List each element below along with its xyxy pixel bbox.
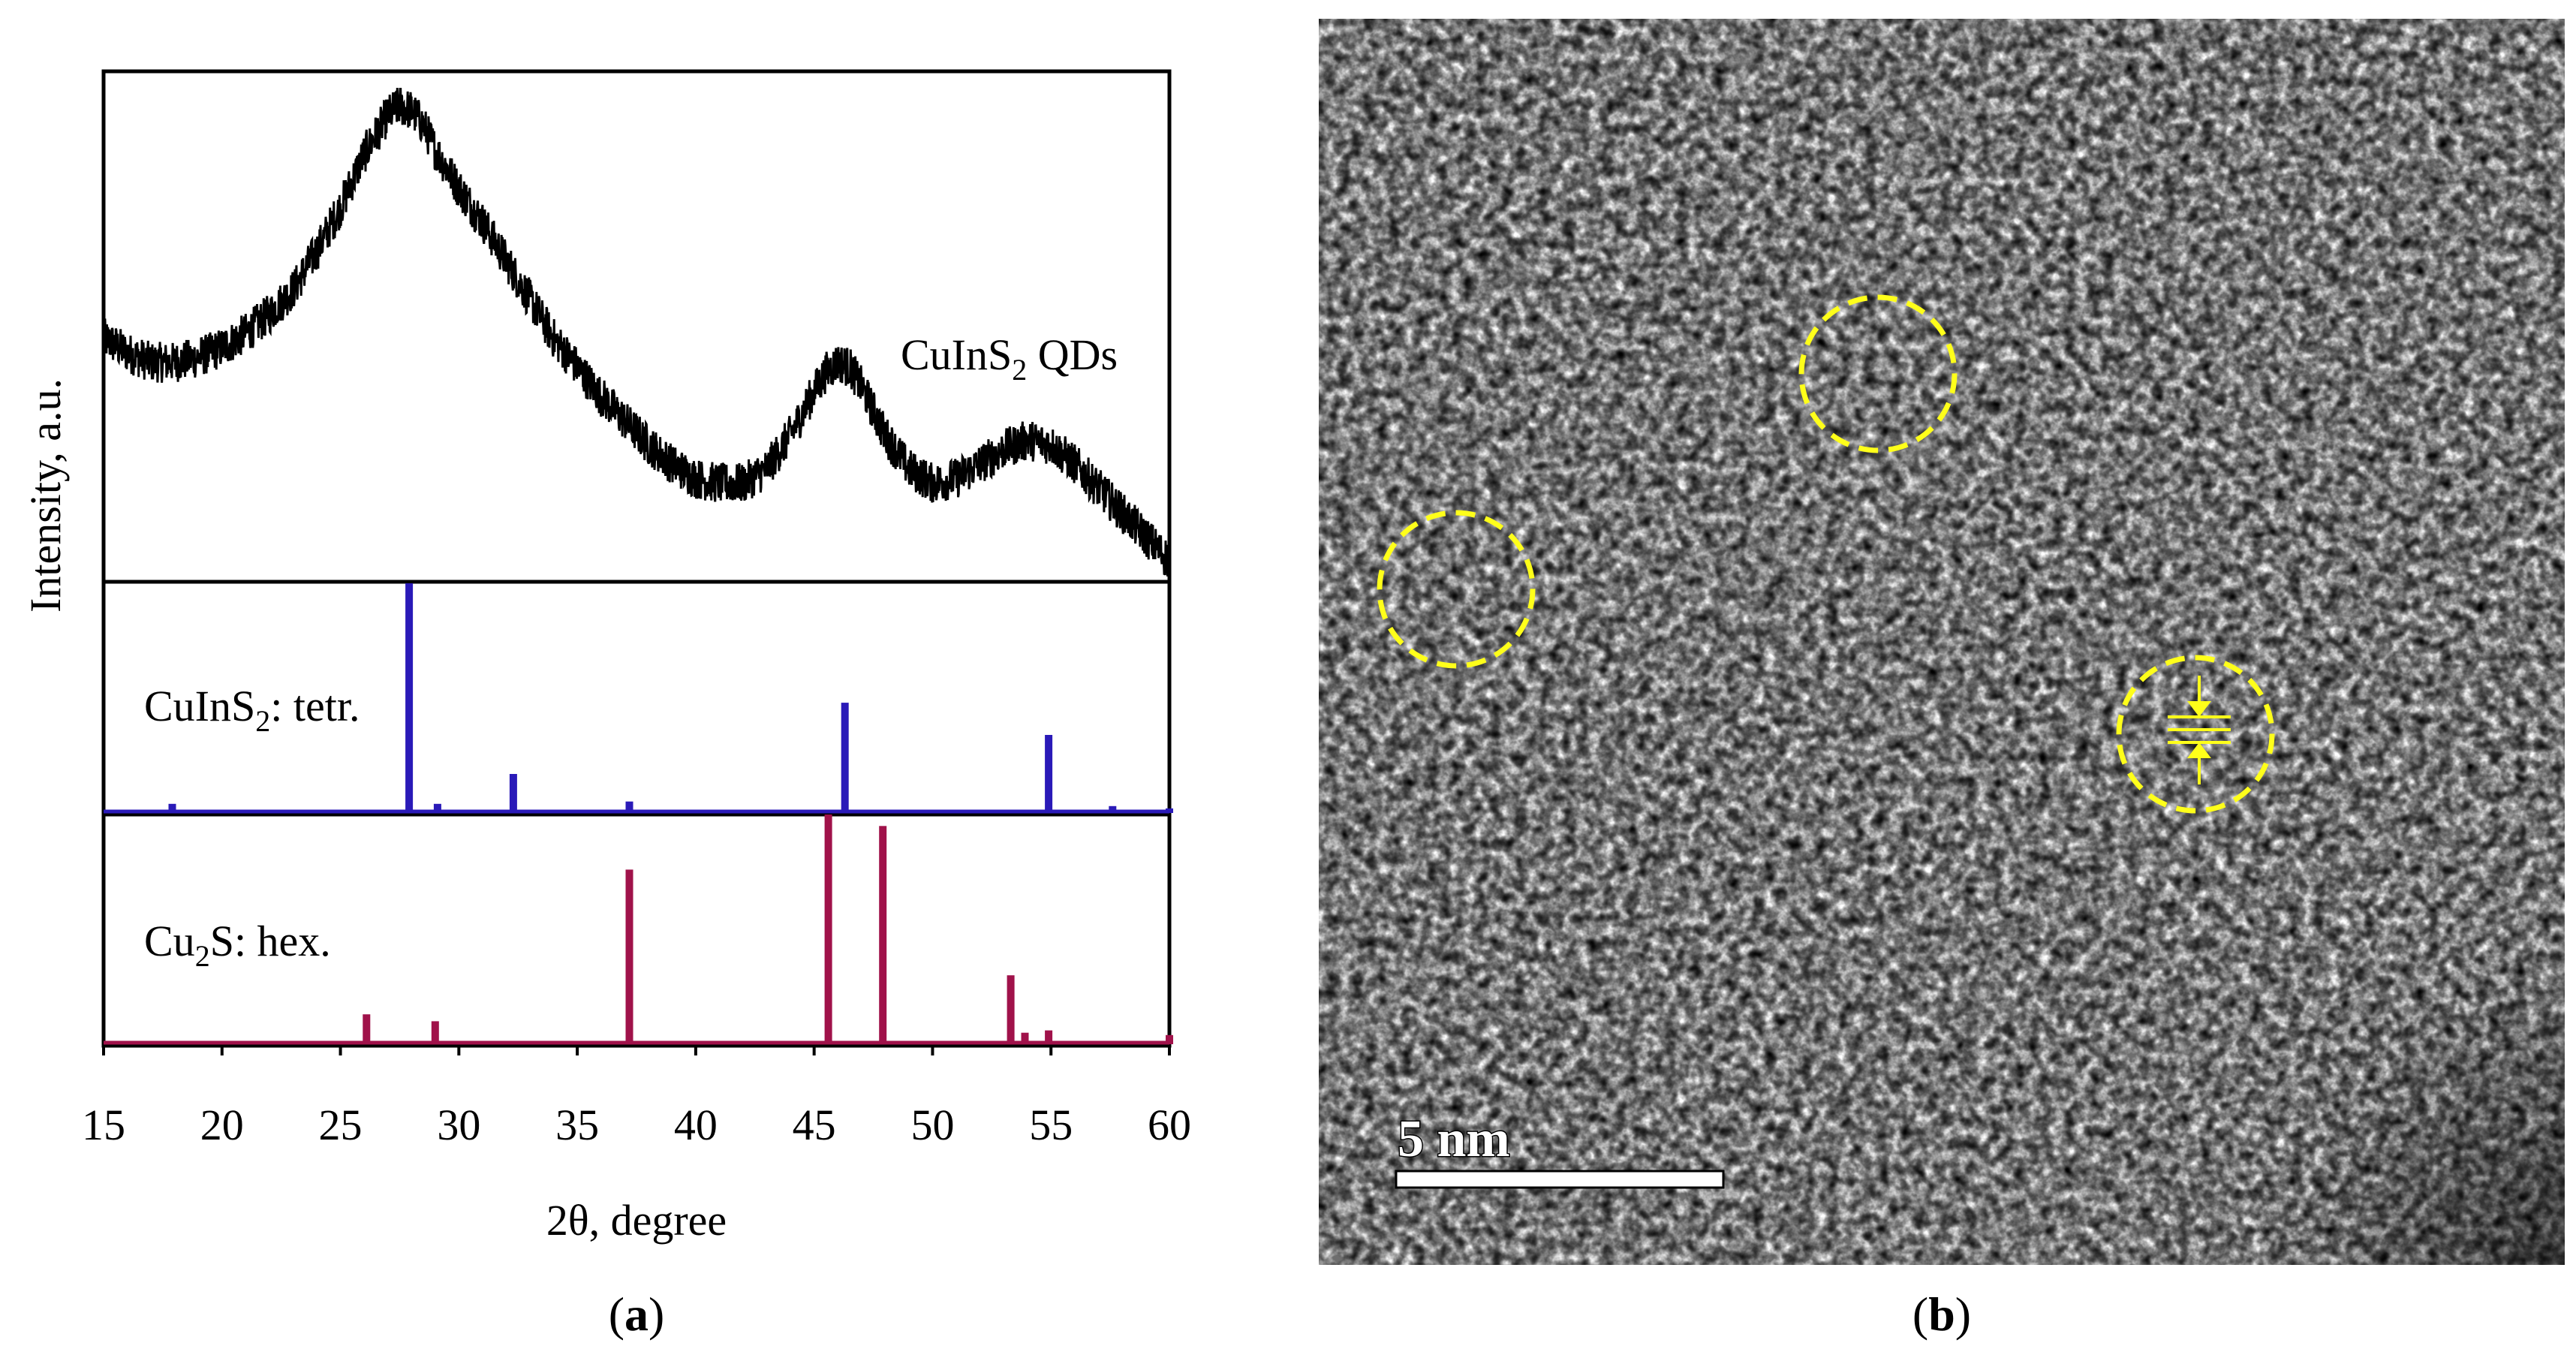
nanocrystal-marker-1: [1798, 294, 1958, 453]
tetragonal-label: CuInS2: tetr.: [144, 682, 360, 738]
x-tick-label: 40: [674, 1101, 718, 1149]
scale-bar-label: 5 nm: [1398, 1110, 1510, 1168]
x-axis-label: 2θ, degree: [546, 1196, 727, 1245]
hexagonal-peak: [1045, 1030, 1053, 1044]
tetragonal-peak: [1045, 735, 1053, 813]
hexagonal-peak: [431, 1021, 439, 1044]
tetragonal-peak: [405, 583, 414, 813]
qd-series-layer: [102, 87, 1170, 577]
lattice-spacing-marker: [2168, 676, 2231, 784]
hexagonal-peak: [879, 826, 887, 1044]
tetragonal-peak: [1109, 805, 1117, 813]
x-tick-label: 25: [319, 1101, 363, 1149]
y-axis-label: Intensity, a.u.: [21, 378, 70, 613]
scale-bar: [1395, 1170, 1725, 1189]
panel-a-label: (a): [609, 1287, 665, 1341]
xrd-chart: 15 20 25 30 35 40 45 50 55 60 CuInS2 QDs CuInS2: …: [21, 69, 1191, 1341]
hexagonal-frame: [101, 812, 1172, 1048]
tem-corner-shade: [1319, 19, 2565, 1265]
panel-b-label: (b): [1912, 1287, 1971, 1341]
hexagonal-peaks-layer: [104, 814, 1173, 1045]
hexagonal-peak: [1166, 1034, 1173, 1044]
tetragonal-frame: [101, 580, 1172, 817]
hexagonal-peak: [625, 869, 633, 1044]
hexagonal-peak: [1021, 1032, 1029, 1044]
tem-micrograph: 5 nm: [1319, 19, 2565, 1265]
x-tick-label: 55: [1029, 1101, 1073, 1149]
tetragonal-peak: [841, 703, 849, 813]
x-tick-label: 45: [793, 1101, 836, 1149]
x-tick-label: 60: [1148, 1101, 1191, 1149]
hexagonal-peak: [824, 814, 832, 1044]
x-tick-label: 20: [200, 1101, 244, 1149]
x-tick-label: 30: [437, 1101, 480, 1149]
x-tick-label: 50: [910, 1101, 954, 1149]
x-tick-label: 15: [82, 1101, 125, 1149]
qd-series-label: CuInS2 QDs: [901, 330, 1118, 387]
hexagonal-peak: [363, 1014, 371, 1044]
x-tick-label: 35: [555, 1101, 599, 1149]
qd-series-line: [102, 87, 1170, 577]
hexagonal-peak: [1007, 975, 1015, 1044]
tetragonal-peaks-layer: [104, 583, 1173, 814]
hexagonal-label: Cu2S: hex.: [144, 917, 331, 973]
nanocrystal-marker-2: [1377, 510, 1536, 669]
tetragonal-peak: [1166, 808, 1173, 813]
tetragonal-peak: [168, 803, 176, 813]
x-axis-ticks: 15 20 25 30 35 40 45 50 55 60: [82, 1046, 1191, 1149]
nanocrystal-marker-3: [2116, 655, 2275, 814]
tetragonal-peak: [433, 803, 441, 813]
tetragonal-peak: [509, 774, 517, 813]
tetragonal-peak: [625, 801, 633, 813]
